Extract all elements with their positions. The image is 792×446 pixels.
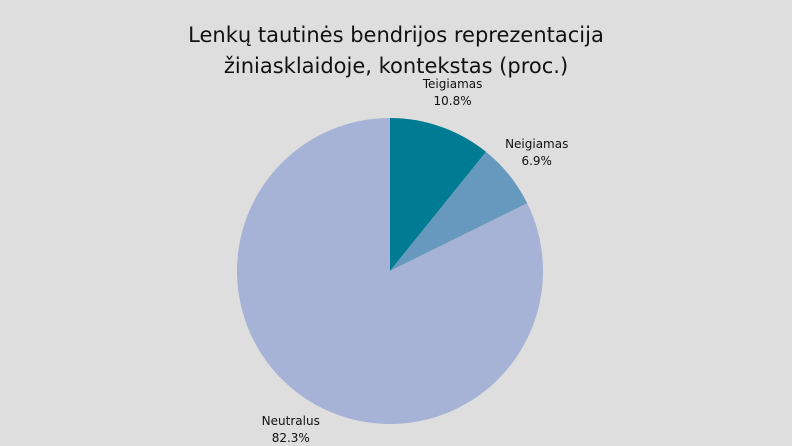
slice-value-label: 10.8% (434, 94, 472, 108)
slice-label: Teigiamas (422, 77, 483, 91)
pie-slice (390, 151, 528, 271)
slice-label: Neigiamas (505, 137, 568, 151)
slice-label: Neutralus (262, 414, 320, 428)
slice-value-label: 6.9% (521, 154, 552, 168)
slice-value-label: 82.3% (272, 431, 310, 445)
chart-title: Lenkų tautinės bendrijos reprezentacija … (188, 23, 604, 78)
pie-slice (237, 118, 544, 424)
pie-slice (390, 118, 487, 271)
